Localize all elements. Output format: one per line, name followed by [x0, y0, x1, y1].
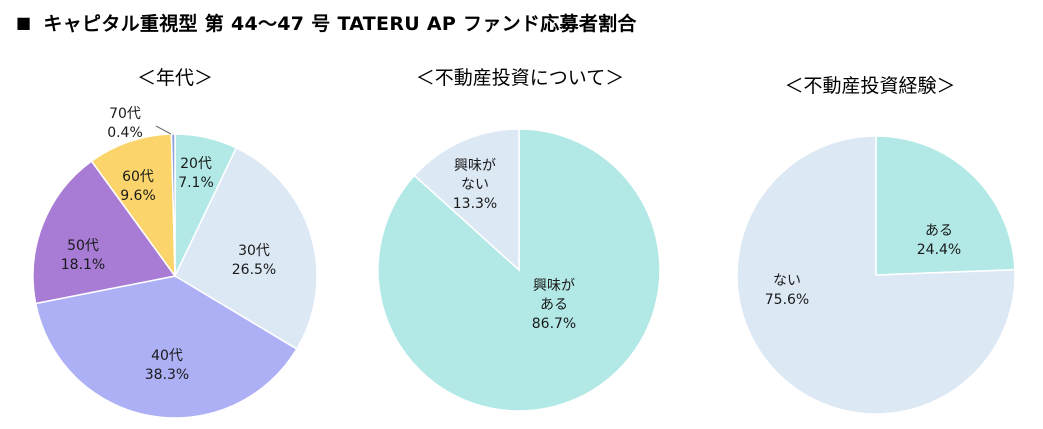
pie-slice-40s — [34, 275, 298, 419]
pie-slice-30s — [174, 146, 318, 351]
pie-labels-age: 20代 7.1% 30代 26.5% 40代 38.3% 50代 18.1% 60代 9.6% 70… — [61, 106, 276, 383]
pie-slice-not-interested — [413, 128, 520, 272]
pie-labels-interest: 興味がある 86.7% 興味がない 13.3% — [453, 158, 576, 332]
page-header: ■ キャピタル重視型 第 44～47 号 TATERU AP ファンド応募者割合 — [16, 8, 637, 36]
slice-label-interested: 興味がある 86.7% — [532, 278, 576, 332]
pie-slice-70s — [170, 133, 176, 277]
slice-label-20s: 20代 7.1% — [178, 156, 214, 191]
chart-title-age: ＜年代＞ — [137, 67, 213, 89]
slice-label-not-interested: 興味がない 13.3% — [453, 158, 497, 212]
pie-slice-50s — [32, 160, 177, 305]
page-title: キャピタル重視型 第 44～47 号 TATERU AP ファンド応募者割合 — [43, 12, 637, 35]
pie-chart-interest: ＜不動産投資について＞ 興味がある 86.7% 興味がない 13.3% — [377, 67, 661, 412]
slice-label-no: ない 75.6% — [765, 273, 809, 308]
header-bullet: ■ — [16, 12, 32, 32]
pie-chart-experience: ＜不動産投資経験＞ ある 24.4% ない 75.6% — [736, 75, 1016, 415]
chart-title-experience: ＜不動産投資経験＞ — [784, 75, 955, 97]
pie-slice-no — [736, 135, 1016, 415]
pie-slice-60s — [90, 133, 176, 279]
slice-label-50s: 50代 18.1% — [61, 238, 105, 273]
slice-label-70s: 70代 0.4% — [107, 106, 143, 141]
slice-label-40s: 40代 38.3% — [145, 348, 189, 383]
slice-label-60s: 60代 9.6% — [120, 169, 156, 204]
pie-chart-age: ＜年代＞ 20代 7.1% 30代 26.5% 40代 38.3% 50代 18.1% 60代 9… — [32, 67, 318, 419]
pie-slice-yes — [875, 135, 1016, 276]
chart-title-interest: ＜不動産投資について＞ — [416, 67, 624, 89]
slice-label-30s: 30代 26.5% — [232, 243, 276, 278]
pie-slices-age — [32, 133, 318, 419]
slice-label-yes: ある 24.4% — [917, 223, 961, 258]
pie-labels-experience: ある 24.4% ない 75.6% — [765, 223, 961, 308]
pie-slices-interest — [377, 128, 661, 412]
leader-line-70s — [155, 125, 172, 135]
pie-slices-experience — [736, 135, 1016, 415]
